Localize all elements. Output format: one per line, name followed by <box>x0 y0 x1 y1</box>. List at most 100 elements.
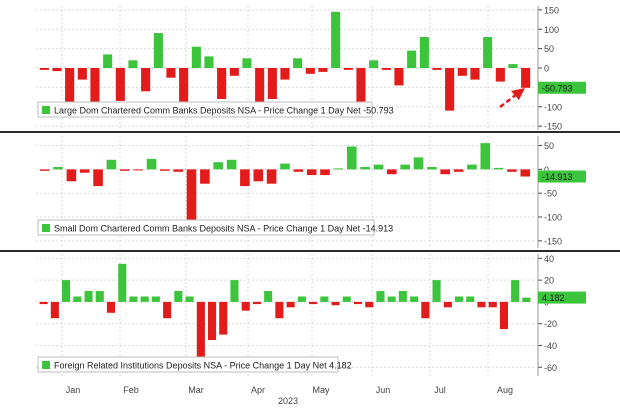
bar <box>77 68 87 80</box>
bar <box>173 169 183 172</box>
annotation-arrow <box>499 93 518 108</box>
bar <box>226 159 237 170</box>
bar <box>146 158 157 170</box>
legend-box <box>37 219 375 236</box>
bar <box>229 68 239 76</box>
bar <box>432 280 441 302</box>
y-tick-label: 100 <box>544 25 559 35</box>
y-tick-label: -50 <box>544 189 557 199</box>
bar <box>410 296 419 302</box>
bar <box>186 169 197 229</box>
bar <box>230 280 239 302</box>
bar <box>50 301 59 319</box>
bar <box>153 33 163 68</box>
bar <box>387 169 397 175</box>
bar <box>52 68 62 72</box>
bar <box>128 60 138 69</box>
x-tick-label: Aug <box>497 385 513 395</box>
bar <box>320 296 329 302</box>
bar <box>360 167 370 170</box>
bar <box>493 167 504 170</box>
bar <box>419 37 429 68</box>
bar <box>466 296 475 302</box>
bar <box>253 169 264 182</box>
bar <box>93 169 103 187</box>
bar <box>133 169 143 171</box>
bar <box>470 68 480 80</box>
bar <box>432 68 442 70</box>
y-tick-label: 50 <box>544 141 554 151</box>
bar <box>200 169 210 184</box>
bar <box>507 169 517 172</box>
legend-label: Large Dom Chartered Comm Banks Deposits … <box>54 106 394 116</box>
bar <box>140 296 149 302</box>
bar <box>118 263 127 302</box>
bar <box>342 296 351 302</box>
bar <box>440 169 450 175</box>
bar <box>208 301 217 340</box>
y-tick-label: 20 <box>544 276 554 286</box>
bar <box>213 162 223 170</box>
bar <box>333 168 344 170</box>
bar <box>73 296 82 302</box>
bar <box>521 68 531 88</box>
bar <box>179 68 189 107</box>
legend-swatch <box>42 361 50 369</box>
last-value-label: -14.913 <box>542 172 573 182</box>
bar <box>90 68 100 107</box>
bar <box>120 169 130 171</box>
bar <box>129 296 138 302</box>
bar <box>343 68 353 70</box>
bar <box>84 291 93 302</box>
bar <box>65 68 75 107</box>
bar <box>39 169 50 171</box>
bar <box>520 169 531 177</box>
x-tick-label: Apr <box>251 385 265 395</box>
bar <box>106 301 115 313</box>
y-tick-label: -20 <box>544 319 557 329</box>
bar <box>499 301 508 330</box>
bar <box>286 301 295 308</box>
bar <box>413 157 424 170</box>
bar <box>511 280 520 302</box>
bar <box>365 301 374 308</box>
bar <box>53 167 63 170</box>
bar <box>427 167 437 170</box>
bar <box>267 68 277 99</box>
bar <box>141 68 151 92</box>
bar <box>376 291 385 302</box>
bar <box>185 296 194 302</box>
bar <box>306 169 317 176</box>
last-value-label: 4.182 <box>542 293 565 303</box>
x-tick-label: Jan <box>66 385 81 395</box>
bar <box>455 296 464 302</box>
bar <box>398 291 407 302</box>
bar <box>280 163 290 170</box>
bar <box>488 301 497 308</box>
legend-box <box>37 101 373 118</box>
bar <box>407 50 417 68</box>
bar <box>387 296 396 302</box>
bar <box>174 291 183 302</box>
bar <box>106 159 117 170</box>
last-value-label: -50.793 <box>542 83 573 93</box>
bar <box>453 169 464 172</box>
bar <box>62 280 71 302</box>
bar <box>242 58 252 68</box>
bar <box>196 301 205 368</box>
x-axis-year: 2023 <box>278 396 298 406</box>
legend-label: Small Dom Chartered Comm Banks Deposits … <box>54 224 393 234</box>
x-tick-label: Jul <box>434 385 446 395</box>
y-tick-label: 50 <box>544 44 554 54</box>
bar <box>443 301 452 308</box>
bar <box>400 164 410 170</box>
bar <box>353 301 362 305</box>
annotation-arrowhead <box>511 88 525 100</box>
bar <box>255 68 265 113</box>
y-tick-label: 150 <box>544 5 559 15</box>
bar <box>309 301 318 305</box>
last-value-tag <box>538 170 586 183</box>
bar <box>369 60 379 69</box>
bar <box>115 68 125 101</box>
